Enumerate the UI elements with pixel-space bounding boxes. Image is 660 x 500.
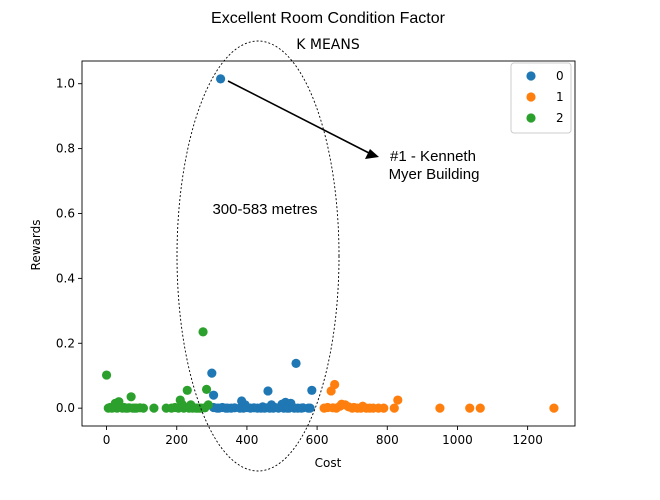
- y-tick-label: 0.4: [56, 271, 75, 285]
- series-2: [101, 327, 213, 413]
- data-point: [263, 386, 273, 396]
- data-point: [207, 368, 217, 378]
- data-point: [389, 403, 399, 413]
- legend-label-1: 1: [556, 90, 564, 104]
- annotation-arrow-line: [227, 80, 370, 154]
- data-point: [101, 370, 112, 380]
- y-tick-label: 0.0: [56, 401, 75, 415]
- building-annotation-line1: #1 - Kenneth: [390, 148, 476, 165]
- plot-border: [81, 60, 576, 427]
- series-0: [207, 74, 317, 413]
- building-annotation-line2: Myer Building: [389, 166, 480, 183]
- x-tick-label: 1000: [442, 433, 473, 447]
- x-axis-ticks: 0 200 400 600 800 1000 1200: [103, 426, 543, 447]
- series-1: [319, 379, 559, 413]
- data-point: [201, 384, 212, 394]
- y-tick-label: 0.2: [56, 336, 75, 350]
- data-point: [379, 403, 389, 413]
- x-tick-label: 0: [103, 433, 111, 447]
- data-points: [101, 74, 559, 413]
- data-point: [475, 403, 485, 413]
- annotation-arrowhead: [365, 149, 379, 159]
- range-ellipse: [176, 40, 340, 472]
- x-tick-label: 400: [235, 433, 258, 447]
- range-annotation: 300-583 metres: [212, 201, 317, 218]
- data-point: [182, 385, 192, 395]
- data-point: [549, 403, 559, 413]
- chart-suptitle: Excellent Room Condition Factor: [211, 10, 446, 27]
- legend-label-2: 2: [556, 111, 564, 125]
- data-point: [326, 386, 336, 396]
- data-point: [307, 385, 317, 395]
- x-tick-label: 600: [306, 433, 329, 447]
- data-point: [291, 358, 301, 368]
- data-point: [138, 403, 149, 413]
- legend-box: [510, 62, 572, 134]
- legend: 0 1 2: [510, 62, 572, 134]
- data-point: [208, 390, 219, 400]
- data-point: [465, 403, 475, 413]
- y-axis-label: Rewards: [29, 220, 43, 271]
- x-tick-label: 1200: [512, 433, 543, 447]
- data-point: [305, 403, 315, 413]
- legend-marker-0: [526, 71, 536, 81]
- plot-area: [81, 60, 576, 427]
- legend-marker-1: [526, 92, 536, 102]
- data-point: [435, 403, 445, 413]
- data-point: [126, 392, 136, 402]
- x-tick-label: 200: [165, 433, 188, 447]
- y-axis-ticks: 0.0 0.2 0.4 0.6 0.8 1.0: [56, 77, 82, 415]
- x-axis-label: Cost: [315, 456, 342, 470]
- data-point: [198, 327, 208, 337]
- chart-title: K MEANS: [296, 37, 360, 53]
- data-point: [149, 403, 159, 413]
- data-point: [200, 403, 210, 413]
- legend-label-0: 0: [556, 69, 564, 83]
- legend-marker-2: [526, 113, 536, 123]
- data-point: [393, 395, 403, 405]
- y-tick-label: 0.8: [56, 142, 75, 156]
- x-tick-label: 800: [376, 433, 399, 447]
- y-tick-label: 0.6: [56, 206, 75, 220]
- data-point: [216, 74, 226, 84]
- y-tick-label: 1.0: [56, 77, 75, 91]
